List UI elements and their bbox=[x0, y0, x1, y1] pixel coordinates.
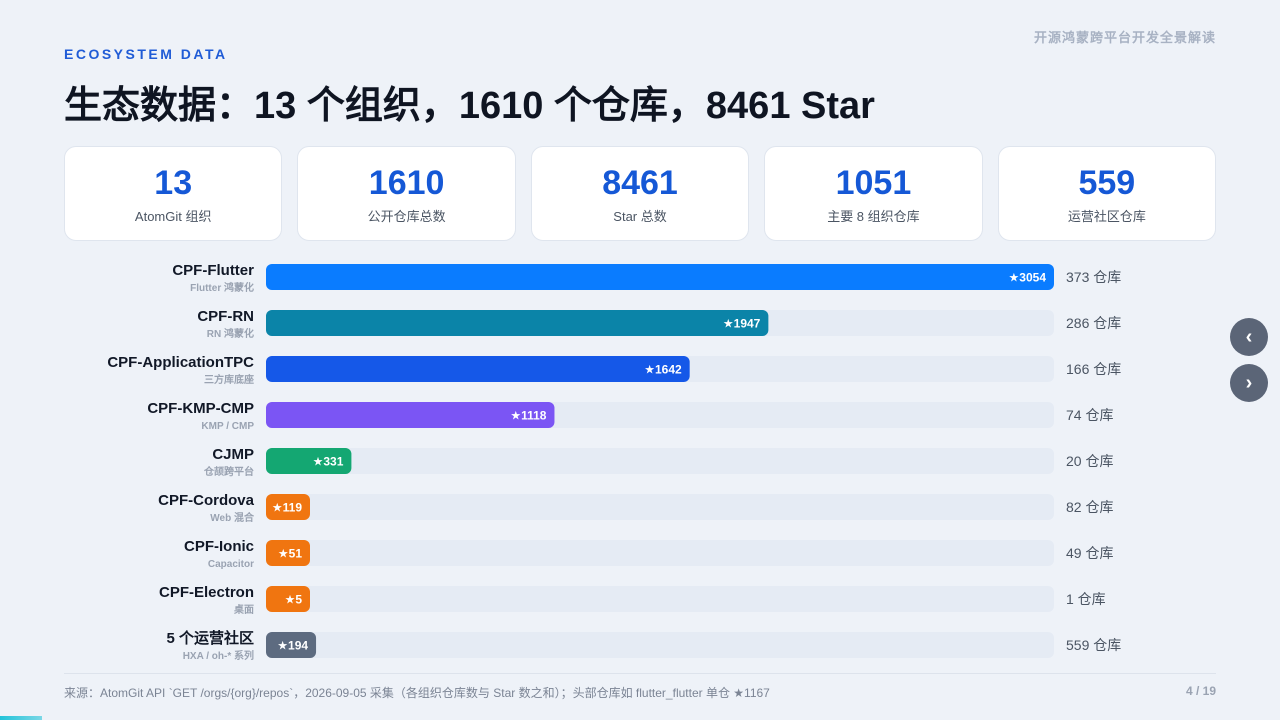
repo-count-label: 373 仓库 bbox=[1066, 269, 1121, 285]
repo-count-label: 20 仓库 bbox=[1066, 453, 1113, 469]
bar bbox=[266, 494, 310, 520]
category-subtitle: 三方库底座 bbox=[204, 373, 254, 386]
bar bbox=[266, 310, 769, 336]
category-label: 5 个运营社区 bbox=[166, 629, 254, 647]
stat-card-orgs: 13 AtomGit 组织 bbox=[64, 146, 283, 241]
category-label: CPF-Ionic bbox=[184, 538, 254, 555]
stat-cards: 13 AtomGit 组织 1610 公开仓库总数 8461 Star 总数 1… bbox=[64, 146, 1217, 241]
stat-card-community: 559 运营社区仓库 bbox=[997, 146, 1217, 241]
chevron-left-icon: ‹ bbox=[1245, 325, 1253, 348]
bar-value-label: ★51 bbox=[278, 547, 302, 561]
repo-count-label: 82 仓库 bbox=[1066, 499, 1113, 515]
page-number: 4 / 19 bbox=[1185, 684, 1216, 698]
stat-value: 1051 bbox=[835, 163, 912, 202]
bar bbox=[266, 448, 352, 474]
category-subtitle: Web 混合 bbox=[210, 511, 255, 524]
bar bbox=[266, 586, 310, 612]
bar-value-label: ★1947 bbox=[723, 317, 761, 331]
stat-label: 运营社区仓库 bbox=[1067, 208, 1146, 224]
category-label: CJMP bbox=[212, 446, 254, 463]
stat-value: 8461 bbox=[602, 163, 678, 202]
bar-value-label: ★331 bbox=[313, 455, 344, 469]
category-subtitle: Flutter 鸿蒙化 bbox=[190, 281, 254, 294]
bar-track bbox=[266, 540, 1054, 566]
stat-card-repos: 1610 公开仓库总数 bbox=[297, 146, 516, 241]
bar-track bbox=[266, 494, 1054, 520]
stat-value: 559 bbox=[1078, 163, 1136, 202]
footer-divider bbox=[64, 673, 1216, 674]
bar-value-label: ★3054 bbox=[1009, 271, 1047, 285]
category-label: CPF-RN bbox=[197, 308, 254, 325]
category-label: CPF-Flutter bbox=[172, 262, 254, 279]
category-label: CPF-ApplicationTPC bbox=[107, 354, 254, 371]
deck-title: 开源鸿蒙跨平台开发全景解读 bbox=[1033, 30, 1216, 45]
category-label: CPF-KMP-CMP bbox=[147, 400, 254, 417]
repo-count-label: 286 仓库 bbox=[1066, 315, 1121, 331]
page-title: 生态数据：13 个组织，1610 个仓库，8461 Star bbox=[64, 85, 875, 127]
category-subtitle: HXA / oh-* 系列 bbox=[183, 649, 254, 662]
repo-count-label: 559 仓库 bbox=[1066, 637, 1121, 653]
bar bbox=[266, 540, 310, 566]
bar-value-label: ★194 bbox=[277, 639, 308, 653]
category-subtitle: 桌面 bbox=[233, 603, 254, 616]
stat-label: Star 总数 bbox=[613, 208, 667, 224]
stat-label: 公开仓库总数 bbox=[367, 208, 446, 224]
section-eyebrow: ECOSYSTEM DATA bbox=[64, 46, 228, 62]
repo-count-label: 74 仓库 bbox=[1066, 407, 1113, 423]
category-subtitle: Capacitor bbox=[208, 559, 254, 570]
bar bbox=[266, 632, 317, 658]
repo-count-label: 49 仓库 bbox=[1066, 545, 1113, 561]
bar-value-label: ★119 bbox=[272, 501, 302, 515]
prev-slide-button[interactable]: ‹ bbox=[1230, 318, 1268, 356]
repo-count-label: 1 仓库 bbox=[1066, 591, 1106, 607]
stat-card-main-orgs: 1051 主要 8 组织仓库 bbox=[764, 146, 983, 241]
stat-label: AtomGit 组织 bbox=[134, 208, 212, 224]
chevron-right-icon: › bbox=[1245, 371, 1253, 394]
stat-value: 1610 bbox=[368, 163, 445, 202]
stat-card-stars: 8461 Star 总数 bbox=[530, 146, 750, 241]
bar-track bbox=[266, 632, 1054, 658]
category-label: CPF-Cordova bbox=[158, 492, 254, 509]
bar-value-label: ★1642 bbox=[644, 363, 682, 377]
bar-value-label: ★1118 bbox=[510, 409, 546, 423]
category-subtitle: 仓颉跨平台 bbox=[203, 465, 254, 478]
stat-value: 13 bbox=[154, 163, 193, 202]
bar bbox=[266, 402, 555, 428]
category-subtitle: KMP / CMP bbox=[201, 421, 254, 432]
bar-track bbox=[266, 586, 1054, 612]
category-subtitle: RN 鸿蒙化 bbox=[207, 327, 254, 340]
category-label: CPF-Electron bbox=[159, 584, 254, 601]
next-slide-button[interactable]: › bbox=[1230, 364, 1268, 402]
bar-track bbox=[266, 448, 1054, 474]
source-note: 来源：AtomGit API `GET /orgs/{org}/repos`，2… bbox=[64, 686, 770, 700]
bar bbox=[266, 264, 1054, 290]
bar-value-label: ★5 bbox=[285, 593, 303, 607]
stat-label: 主要 8 组织仓库 bbox=[827, 208, 920, 224]
bar bbox=[266, 356, 690, 382]
progress-bar bbox=[0, 716, 42, 720]
repo-count-label: 166 仓库 bbox=[1066, 361, 1121, 377]
